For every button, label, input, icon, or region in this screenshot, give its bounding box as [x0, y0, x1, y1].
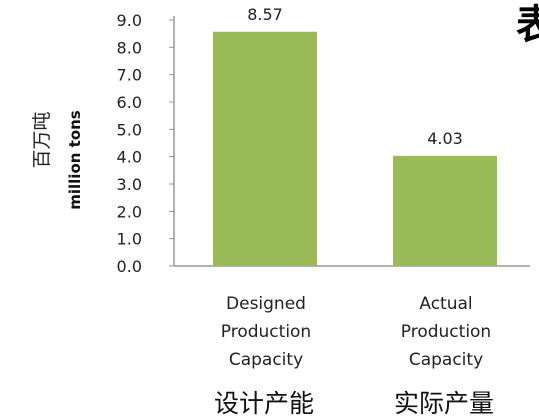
y-tick-label: 0.0	[117, 257, 142, 276]
y-axis-title: 百万吨 million tons	[31, 110, 84, 210]
category-label-cn: 实际产量	[394, 389, 494, 418]
data-labels: 8.57 4.03	[247, 5, 463, 148]
category-label-cn: 设计产能	[214, 389, 314, 418]
y-axis-title-en: million tons	[66, 110, 84, 210]
data-label: 4.03	[427, 129, 463, 148]
y-tick-label: 2.0	[117, 202, 142, 221]
y-tick-label: 9.0	[117, 11, 142, 30]
y-tick-label: 5.0	[117, 120, 142, 139]
bar	[393, 155, 497, 266]
x-axis-categories: Designed Production Capacity 设计产能 Actual Prod…	[214, 294, 494, 418]
y-tick-label: 1.0	[117, 230, 142, 249]
data-label: 8.57	[247, 5, 283, 24]
bar-series	[213, 31, 497, 267]
category-label-line: Designed	[226, 294, 306, 314]
category-label-line: Capacity	[409, 350, 483, 370]
corner-title-fragment: 表	[516, 1, 539, 48]
y-axis-ticks: 0.0 1.0 2.0 3.0 4.0 5.0 6.0 7.0 8.0 9.0	[117, 11, 174, 276]
y-tick-label: 4.0	[117, 148, 142, 167]
y-tick-label: 3.0	[117, 175, 142, 194]
y-axis-title-cn: 百万吨	[31, 111, 53, 168]
category-label-line: Actual	[419, 294, 472, 314]
category-label-line: Production	[401, 322, 491, 342]
bar	[213, 31, 317, 267]
y-tick-label: 6.0	[117, 93, 142, 112]
y-tick-label: 8.0	[117, 38, 142, 57]
y-tick-label: 7.0	[117, 66, 142, 85]
category-label-line: Capacity	[229, 350, 303, 370]
category-label-line: Production	[221, 322, 311, 342]
